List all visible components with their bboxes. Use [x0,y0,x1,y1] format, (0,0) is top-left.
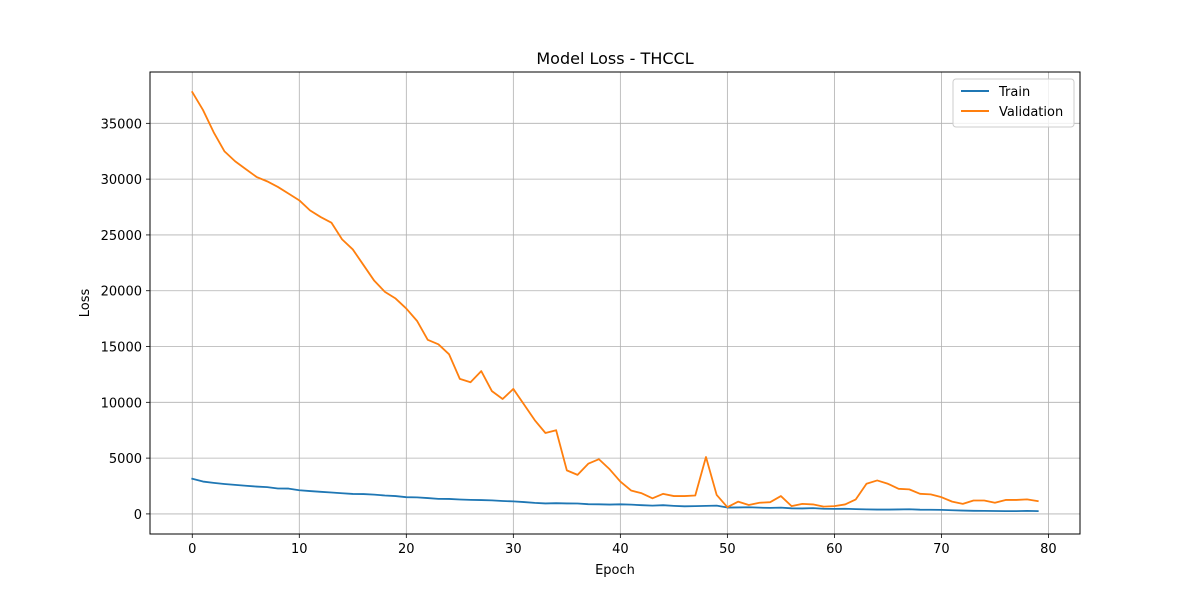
x-axis-label: Epoch [595,563,635,578]
x-tick-label: 20 [398,542,415,557]
series-line-train [191,477,1039,513]
x-tick-label: 60 [826,542,843,557]
y-tick-label: 20000 [101,285,142,300]
x-tick-label: 50 [719,542,736,557]
chart-title: Model Loss - THCCL [536,49,693,68]
grid [150,72,1080,534]
y-tick-label: 0 [134,508,142,523]
series-line-validation [191,90,1039,509]
x-tick-label: 40 [612,542,629,557]
y-tick-label: 10000 [101,396,142,411]
y-tick-label: 15000 [101,341,142,356]
x-tick-label: 30 [505,542,522,557]
y-tick-label: 25000 [101,229,142,244]
x-tick-label: 0 [188,542,196,557]
legend: Train Validation [952,78,1075,128]
y-axis-label: Loss [78,289,93,318]
x-axis: 0 10 20 30 40 50 60 70 80 [188,534,1057,557]
series-layer [191,90,1039,513]
plot-frame [149,71,1081,535]
y-axis: 0 5000 10000 15000 20000 25000 30000 35000 [101,117,150,523]
x-tick-label: 80 [1040,542,1057,557]
y-tick-label: 35000 [101,117,142,132]
x-tick-label: 70 [933,542,950,557]
legend-label-train: Train [998,85,1030,100]
x-tick-label: 10 [291,542,308,557]
y-tick-label: 5000 [109,452,142,467]
y-tick-label: 30000 [101,173,142,188]
legend-label-validation: Validation [999,105,1063,120]
